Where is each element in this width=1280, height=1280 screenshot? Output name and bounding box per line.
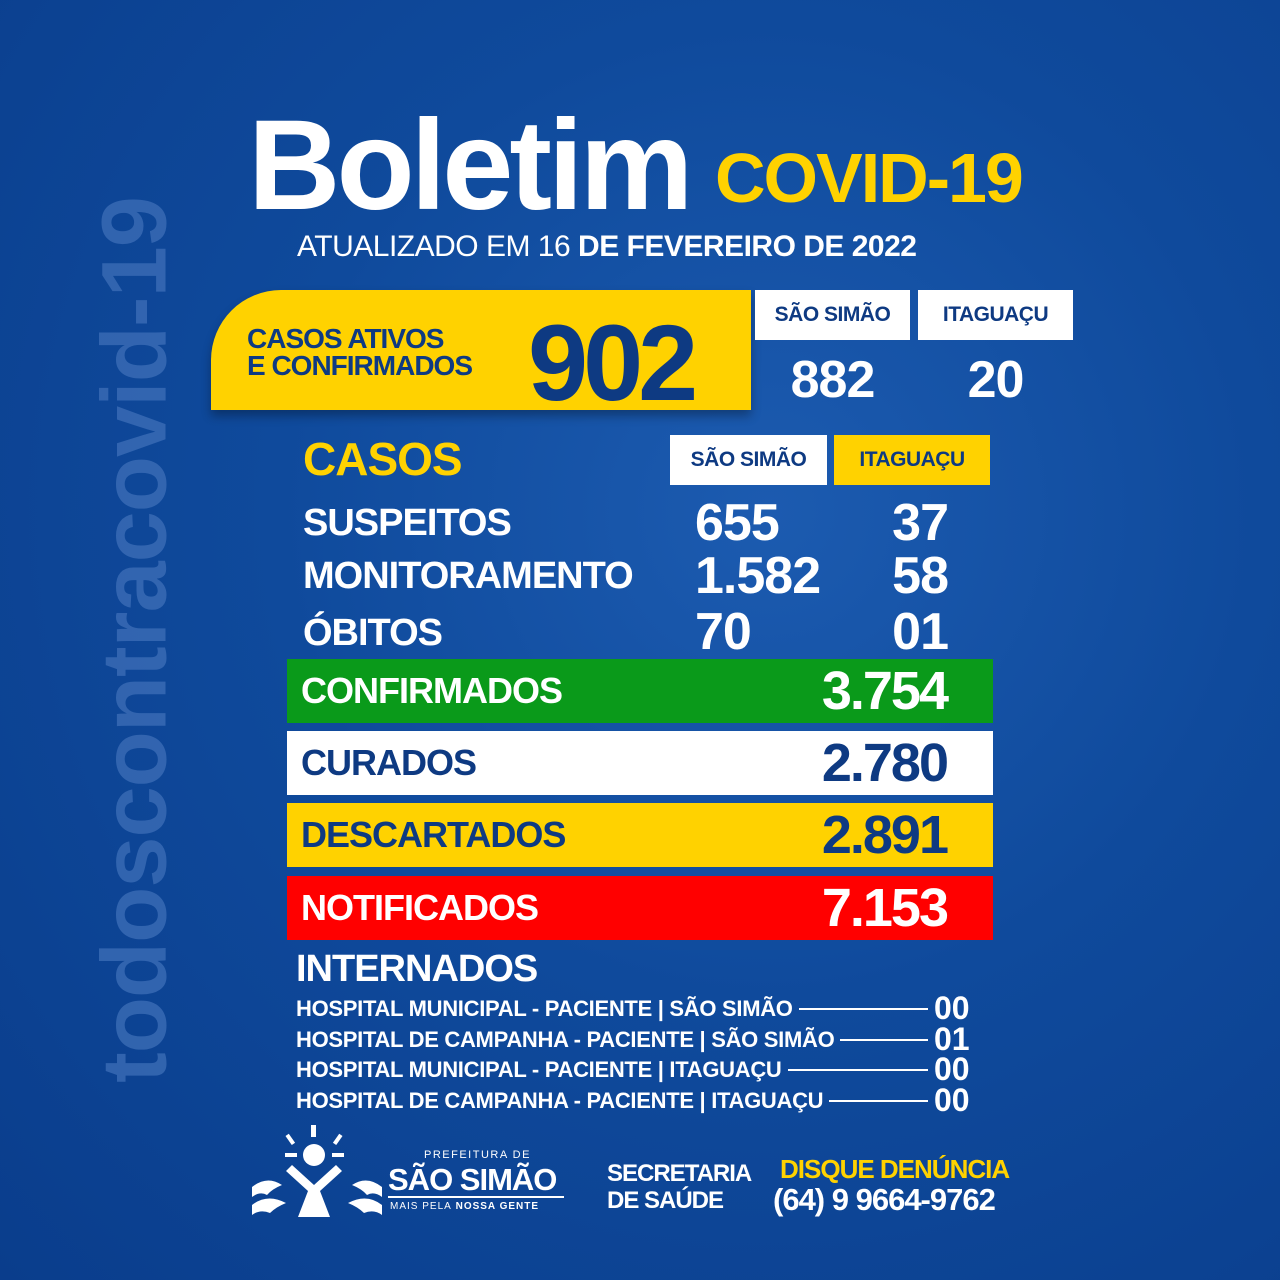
confirmed-bar: CONFIRMADOS 3.754 bbox=[287, 659, 993, 723]
row-value-itaguacu: 01 bbox=[892, 603, 949, 661]
row-value-sao-simao: 1.582 bbox=[695, 547, 821, 605]
active-city-label: ITAGUAÇU bbox=[918, 290, 1073, 340]
hospital-row: HOSPITAL DE CAMPANHA - PACIENTE | SÃO SI… bbox=[296, 1021, 970, 1057]
casos-heading: CASOS bbox=[303, 433, 463, 485]
sao-simao-logo-icon bbox=[252, 1125, 382, 1217]
logo-divider bbox=[388, 1196, 564, 1198]
row-label: ÓBITOS bbox=[303, 612, 443, 654]
active-city-value: 882 bbox=[790, 351, 876, 409]
active-city-label: SÃO SIMÃO bbox=[755, 290, 910, 340]
active-cases-total: 902 bbox=[528, 302, 698, 423]
row-value-sao-simao: 655 bbox=[695, 494, 780, 552]
cured-bar: CURADOS 2.780 bbox=[287, 731, 993, 795]
row-value-itaguacu: 37 bbox=[892, 494, 949, 552]
column-header: SÃO SIMÃO bbox=[670, 435, 827, 485]
active-city-value: 20 bbox=[967, 351, 1025, 409]
logo-name: SÃO SIMÃO bbox=[388, 1162, 557, 1197]
hospital-row: HOSPITAL MUNICIPAL - PACIENTE | ITAGUAÇU… bbox=[296, 1051, 970, 1087]
watermark-hashtag: todoscontracovid-19 bbox=[83, 197, 186, 1083]
internados-heading: INTERNADOS bbox=[296, 948, 538, 990]
logo-top-text: PREFEITURA DE bbox=[424, 1149, 531, 1161]
row-value-sao-simao: 70 bbox=[695, 603, 752, 661]
row-label: MONITORAMENTO bbox=[303, 555, 634, 597]
logo-slogan: MAIS PELA NOSSA GENTE bbox=[390, 1201, 540, 1212]
column-header: ITAGUAÇU bbox=[834, 435, 990, 485]
hospital-row: HOSPITAL MUNICIPAL - PACIENTE | SÃO SIMÃ… bbox=[296, 990, 970, 1026]
updated-date: ATUALIZADO EM 16 DE FEVEREIRO DE 2022 bbox=[297, 230, 917, 263]
hospital-row: HOSPITAL DE CAMPANHA - PACIENTE | ITAGUA… bbox=[296, 1082, 970, 1118]
hotline-number: (64) 9 9664-9762 bbox=[773, 1182, 996, 1217]
active-cases-label: CASOS ATIVOS E CONFIRMADOS bbox=[247, 323, 473, 381]
row-label: SUSPEITOS bbox=[303, 502, 512, 544]
notified-bar: NOTIFICADOS 7.153 bbox=[287, 876, 993, 940]
covid-badge: COVID-19 bbox=[715, 139, 1024, 217]
active-cases-box bbox=[211, 290, 751, 410]
hotline-label: DISQUE DENÚNCIA bbox=[780, 1154, 1010, 1184]
department-name: SECRETARIA DE SAÚDE bbox=[607, 1160, 752, 1214]
discarded-bar: DESCARTADOS 2.891 bbox=[287, 803, 993, 867]
row-value-itaguacu: 58 bbox=[892, 547, 949, 605]
bulletin-title: Boletim bbox=[248, 94, 693, 237]
